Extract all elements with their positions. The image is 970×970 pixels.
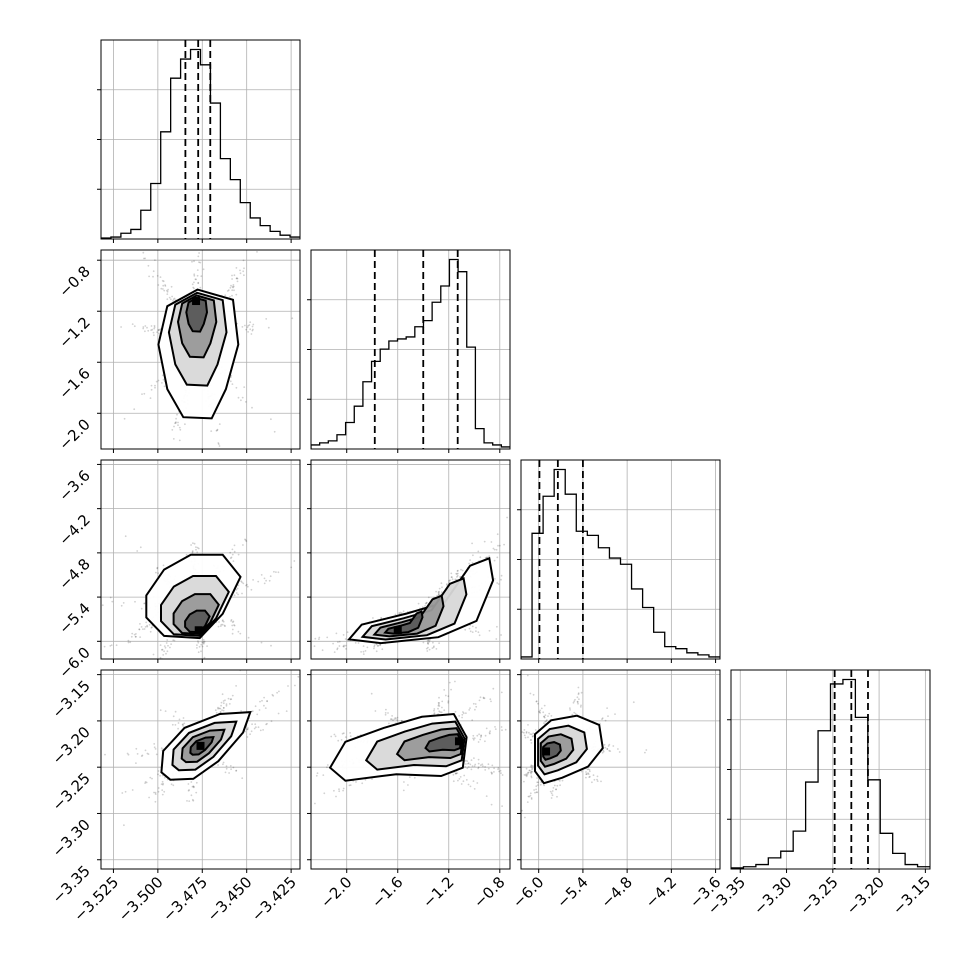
y-tick-label: −4.8 (55, 555, 93, 593)
y-tick-label: −3.15 (49, 677, 94, 722)
density-peak (542, 747, 551, 756)
panel-frame (520, 669, 721, 870)
contour-line-1 (537, 724, 588, 776)
panel-frame (730, 669, 931, 870)
contour-line-2 (172, 593, 220, 636)
x-tick-label: −3.450 (204, 873, 256, 925)
panel-content (731, 670, 930, 869)
contour-line-0 (347, 556, 495, 645)
panel-frame (100, 459, 301, 660)
panel-frame (520, 459, 721, 660)
density-peak (454, 737, 463, 746)
histogram-step (731, 678, 930, 869)
y-tick-label: −6.0 (55, 643, 93, 681)
histogram-step (311, 258, 510, 449)
panel-content (101, 40, 300, 239)
contour-line-0 (145, 553, 242, 640)
x-tick-label: −3.30 (750, 873, 795, 918)
contour-line-3 (189, 736, 215, 756)
y-tick-label: −0.8 (55, 262, 93, 300)
panel-0-0 (97, 39, 301, 243)
contour-line-2 (372, 594, 445, 638)
x-tick-label: −3.20 (843, 873, 888, 918)
x-tick-label: −3.25 (796, 873, 841, 918)
contour-line-2 (539, 733, 575, 768)
panel-content (521, 460, 720, 659)
panel-1-1 (307, 249, 511, 453)
density-level-2 (374, 595, 444, 637)
x-tick-label: −0.8 (470, 873, 508, 911)
contour-line-0 (534, 714, 604, 785)
panel-2-1 (307, 459, 511, 663)
x-tick-label: −6.0 (509, 873, 547, 911)
contour-line-1 (160, 575, 230, 637)
x-tick-label: −2.0 (317, 873, 355, 911)
panel-frame (310, 249, 511, 450)
x-tick-label: −1.2 (419, 873, 457, 911)
panel-frame (100, 249, 301, 450)
y-tick-label: −3.20 (49, 723, 94, 768)
panel-3-3 (727, 669, 931, 873)
panel-content (311, 670, 510, 869)
x-tick-label: −3.500 (115, 873, 167, 925)
y-tick-label: −5.4 (55, 599, 93, 637)
contour-line-1 (171, 720, 238, 772)
contour-line-0 (157, 288, 240, 420)
panel-frame (310, 459, 511, 660)
panel-content (101, 250, 300, 449)
panel-content (101, 460, 300, 659)
density-peak (196, 741, 205, 750)
histogram-step (521, 468, 720, 659)
contour-line-1 (364, 720, 466, 771)
panel-frame (100, 39, 301, 240)
contour-line-1 (167, 291, 228, 387)
panel-frame (100, 669, 301, 870)
contour-line-3 (542, 741, 562, 761)
y-tick-label: −3.30 (49, 816, 94, 861)
x-tick-label: −3.15 (889, 873, 934, 918)
y-tick-label: −4.2 (55, 511, 93, 549)
panel-3-2 (517, 669, 721, 873)
contour-line-2 (176, 294, 218, 359)
density-peak (194, 626, 203, 635)
y-tick-label: −1.2 (55, 313, 93, 351)
x-tick-label: −3.425 (248, 873, 300, 925)
panel-3-0 (97, 669, 301, 873)
density-peak (192, 297, 201, 306)
panel-2-2 (517, 459, 721, 663)
x-tick-label: −1.6 (368, 873, 406, 911)
panel-3-1 (307, 669, 511, 873)
panel-content (521, 670, 720, 869)
density-level-3 (186, 298, 207, 332)
density-peak (393, 626, 402, 635)
contour-line-3 (184, 609, 211, 634)
y-tick-label: −2.0 (55, 415, 93, 453)
contour-line-2 (180, 728, 226, 764)
panel-content (101, 670, 300, 869)
density-level-1 (362, 578, 467, 640)
x-tick-label: −4.2 (642, 873, 680, 911)
x-tick-label: −4.8 (597, 873, 635, 911)
panel-frame (310, 669, 511, 870)
x-tick-label: −5.4 (553, 873, 591, 911)
contour-line-1 (360, 577, 468, 641)
contour-line-0 (328, 712, 468, 782)
density-level-3 (425, 734, 461, 752)
y-tick-label: −3.6 (55, 467, 93, 505)
panel-1-0 (97, 249, 301, 453)
y-tick-label: −3.25 (49, 769, 94, 814)
panel-content (311, 250, 510, 449)
panel-content (311, 460, 510, 659)
contour-line-0 (160, 711, 252, 781)
panel-2-0 (97, 459, 301, 663)
y-tick-label: −1.6 (55, 364, 93, 402)
histogram-step (101, 48, 300, 239)
x-tick-label: −3.475 (159, 873, 211, 925)
